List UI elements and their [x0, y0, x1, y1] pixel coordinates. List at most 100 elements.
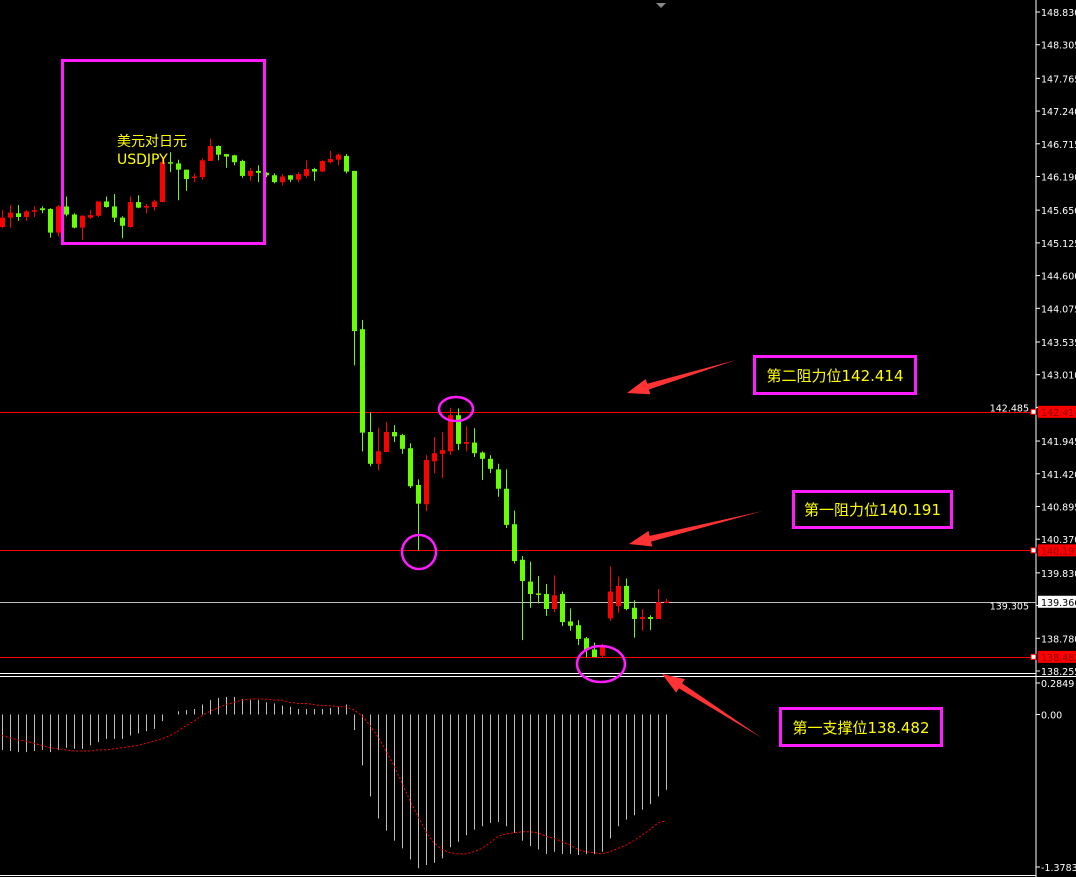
candle-body — [344, 155, 349, 172]
candle-body — [192, 176, 197, 179]
level-handle-icon — [1030, 653, 1037, 660]
candle-body — [504, 488, 509, 525]
candle-body — [232, 155, 237, 163]
macd-tick-label: -1.3783 — [1041, 863, 1076, 874]
candle-body — [32, 210, 37, 212]
candle-body — [480, 452, 485, 459]
candle-body — [24, 211, 29, 218]
candle-body — [616, 585, 621, 606]
candle-body — [96, 201, 101, 216]
price-level-label: 139.366 — [1041, 598, 1076, 609]
price-tick-label: 141.420 — [1041, 470, 1076, 481]
candle-body — [632, 607, 637, 619]
price-tick-label: 140.895 — [1041, 502, 1076, 513]
candle-body — [272, 175, 277, 183]
price-tick-label: 144.075 — [1041, 304, 1076, 315]
candle-body — [496, 469, 501, 489]
candle-body — [664, 601, 669, 604]
candle-body — [368, 432, 373, 464]
candle-body — [408, 448, 413, 487]
candle-body — [536, 593, 541, 595]
candle-body — [456, 415, 461, 444]
candle-body — [464, 441, 469, 444]
candle-body — [640, 617, 645, 619]
symbol-label: USDJPY — [117, 152, 168, 168]
candle-body — [144, 205, 149, 208]
price-tick-label: 146.715 — [1041, 140, 1076, 151]
candle-body — [512, 524, 517, 562]
candle-body — [176, 163, 181, 170]
symbol-label-cn: 美元对日元 — [117, 134, 187, 150]
candle-body — [584, 638, 589, 651]
candle-body — [472, 442, 477, 454]
candle-body — [136, 202, 141, 208]
price-tick-label: 145.125 — [1041, 239, 1076, 250]
candle-body — [592, 649, 597, 657]
candle-body — [624, 585, 629, 609]
candle-body — [320, 160, 325, 172]
candle-body — [56, 206, 61, 233]
candle-body — [48, 208, 53, 233]
price-level-tag — [1038, 405, 1076, 418]
candle-body — [576, 625, 581, 639]
scroll-marker-icon — [656, 3, 666, 8]
price-tick-label: 146.190 — [1041, 173, 1076, 184]
candle-body — [656, 602, 661, 619]
macd-tick-label: 0.00 — [1041, 711, 1062, 722]
price-tick-label: 140.370 — [1041, 535, 1076, 546]
candle-body — [312, 169, 317, 172]
price-level-tag — [1038, 544, 1076, 557]
candle-body — [328, 159, 333, 163]
candle-body — [400, 435, 405, 449]
price-tick-label: 142.485 — [990, 403, 1029, 414]
first-support-annotation: 第一支撑位138.482 — [779, 707, 943, 747]
candle-body — [0, 217, 5, 227]
candle-body — [352, 170, 357, 332]
candle-body — [568, 621, 573, 626]
candle-body — [168, 162, 173, 164]
candle-body — [648, 617, 653, 619]
price-tick-label: 147.765 — [1041, 74, 1076, 85]
candle-body — [520, 559, 525, 581]
price-tick-label: 148.830 — [1041, 8, 1076, 19]
candle-body — [384, 432, 389, 452]
candle-body — [488, 458, 493, 469]
candle-body — [560, 594, 565, 623]
price-tick-label: 143.535 — [1041, 338, 1076, 349]
candle-body — [552, 595, 557, 609]
candle-body — [296, 174, 301, 180]
candle-body — [304, 169, 309, 176]
symbol-annotation-box — [61, 59, 266, 245]
candle-body — [360, 329, 365, 433]
candle-body — [40, 208, 45, 211]
price-tick-label: 148.305 — [1041, 41, 1076, 52]
candle-body — [432, 453, 437, 462]
macd-tick-label: 0.2849 — [1041, 679, 1074, 690]
candle-body — [288, 175, 293, 180]
candle-body — [8, 212, 13, 218]
price-level-label: 138.482 — [1041, 653, 1076, 664]
candle-body — [112, 206, 117, 218]
candle-body — [248, 170, 253, 176]
price-tick-label: 141.945 — [1041, 437, 1076, 448]
candle-body — [184, 169, 189, 180]
price-tick-label: 139.830 — [1041, 569, 1076, 580]
candle-body — [424, 460, 429, 505]
candle-body — [544, 594, 549, 609]
candle-body — [448, 415, 453, 452]
price-level-tag — [1038, 650, 1076, 663]
price-level-label: 140.191 — [1041, 546, 1076, 557]
price-tick-label: 143.010 — [1041, 371, 1076, 382]
first-resistance-annotation: 第一阻力位140.191 — [792, 490, 953, 529]
level-handle-icon — [1030, 547, 1037, 554]
candle-body — [128, 202, 133, 227]
high-circle-marker — [437, 395, 475, 423]
level-handle-icon — [1030, 408, 1037, 415]
candle-body — [120, 217, 125, 226]
candle-body — [224, 154, 229, 157]
arrow-icon — [627, 360, 736, 395]
candle-body — [336, 154, 341, 160]
candle-body — [152, 201, 157, 208]
candle-body — [280, 176, 285, 183]
